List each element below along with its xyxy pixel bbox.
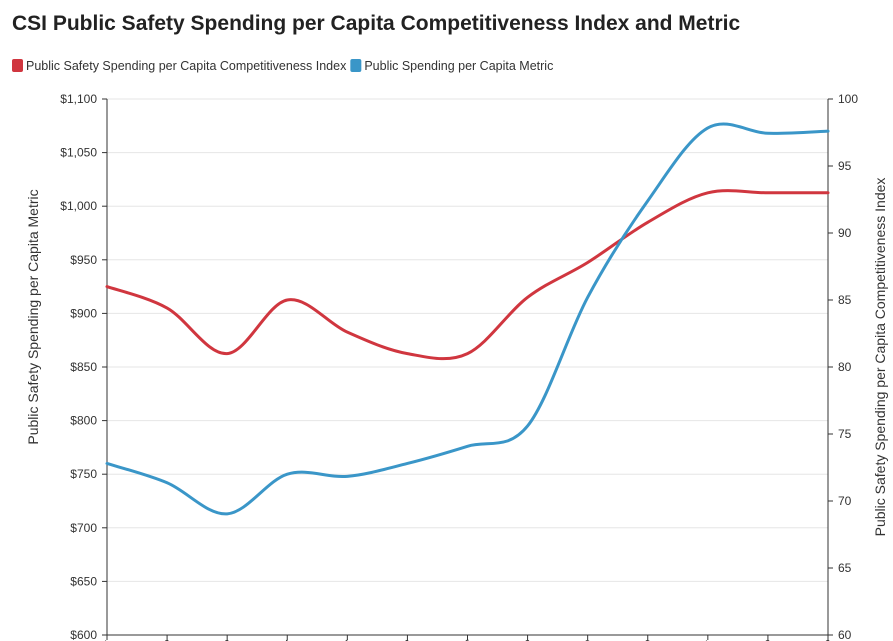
y2-tick-label: 65 bbox=[838, 561, 852, 575]
y-tick-label: $1,000 bbox=[60, 199, 97, 213]
y2-tick-label: 100 bbox=[838, 92, 858, 106]
legend-label: Public Spending per Capita Metric bbox=[364, 59, 553, 73]
x-tick-label: 2012 bbox=[146, 636, 176, 641]
y-tick-label: $1,100 bbox=[60, 92, 97, 106]
y-tick-label: $650 bbox=[70, 574, 97, 588]
y-tick-label: $900 bbox=[70, 306, 97, 320]
y2-tick-label: 85 bbox=[838, 293, 852, 307]
x-tick-label: 2022 bbox=[746, 636, 776, 641]
y-tick-label: $950 bbox=[70, 253, 97, 267]
chart-title: CSI Public Safety Spending per Capita Co… bbox=[12, 12, 740, 35]
series-line bbox=[105, 122, 830, 516]
x-tick-label: 2018 bbox=[506, 636, 536, 641]
y-axis-title: Public Safety Spending per Capita Metric bbox=[25, 189, 41, 444]
legend-label: Public Safety Spending per Capita Compet… bbox=[26, 59, 347, 73]
x-tick-label: 2017 bbox=[446, 636, 476, 641]
y2-tick-label: 95 bbox=[838, 159, 852, 173]
legend-swatch bbox=[350, 59, 362, 72]
y-tick-label: $600 bbox=[70, 628, 97, 641]
y2-tick-label: 75 bbox=[838, 427, 852, 441]
x-tick-label: 2021 bbox=[686, 636, 716, 641]
series-line bbox=[105, 189, 830, 361]
x-tick-label: 2019 bbox=[566, 636, 596, 641]
y-tick-label: $850 bbox=[70, 360, 97, 374]
y-tick-label: $750 bbox=[70, 467, 97, 481]
x-tick-label: 2020 bbox=[626, 636, 656, 641]
legend-swatch bbox=[12, 59, 23, 72]
x-tick-label: 2015 bbox=[326, 636, 356, 641]
y2-tick-label: 70 bbox=[838, 494, 852, 508]
y-tick-label: $700 bbox=[70, 521, 97, 535]
y-tick-label: $1,050 bbox=[60, 146, 97, 160]
x-tick-label: 2023 bbox=[806, 636, 836, 641]
y2-tick-label: 90 bbox=[838, 226, 852, 240]
y-tick-label: $800 bbox=[70, 414, 97, 428]
x-tick-label: 2014 bbox=[266, 636, 296, 641]
y2-tick-label: 80 bbox=[838, 360, 852, 374]
x-tick-label: 2013 bbox=[206, 636, 236, 641]
y2-tick-label: 60 bbox=[838, 628, 852, 641]
y2-axis-title: Public Safety Spending per Capita Compet… bbox=[872, 178, 888, 537]
x-tick-label: 2016 bbox=[386, 636, 416, 641]
